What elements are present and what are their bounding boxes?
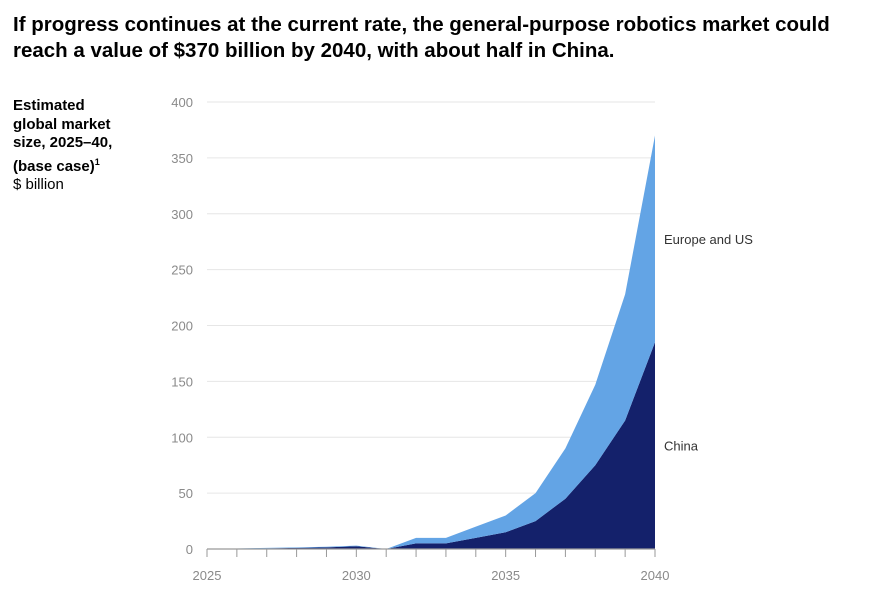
y-tick-label: 100: [171, 430, 193, 445]
y-tick-label: 150: [171, 374, 193, 389]
y-label-line: Estimated: [13, 97, 85, 114]
y-label-line: size, 2025–40,: [13, 134, 113, 151]
y-axis-label: Estimated global market size, 2025–40, (…: [13, 97, 112, 195]
y-tick-label: 300: [171, 207, 193, 222]
y-label-line: (base case)1: [13, 156, 100, 175]
series-label: China: [664, 439, 699, 454]
y-tick-label: 350: [171, 151, 193, 166]
y-label-line: global market: [13, 115, 111, 133]
x-tick-label: 2035: [491, 568, 520, 583]
y-tick-label: 400: [171, 95, 193, 110]
footnote-marker: 1: [94, 156, 100, 167]
series-label: Europe and US: [664, 232, 753, 247]
chart-title: If progress continues at the current rat…: [13, 13, 830, 62]
area-china: [207, 342, 655, 549]
y-tick-label: 0: [186, 542, 193, 557]
y-tick-label: 250: [171, 263, 193, 278]
x-tick-label: 2040: [641, 568, 670, 583]
y-unit: $ billion: [13, 176, 64, 193]
x-tick-label: 2030: [342, 568, 371, 583]
y-tick-label: 50: [179, 486, 193, 501]
y-tick-label: 200: [171, 319, 193, 334]
x-tick-label: 2025: [193, 568, 222, 583]
